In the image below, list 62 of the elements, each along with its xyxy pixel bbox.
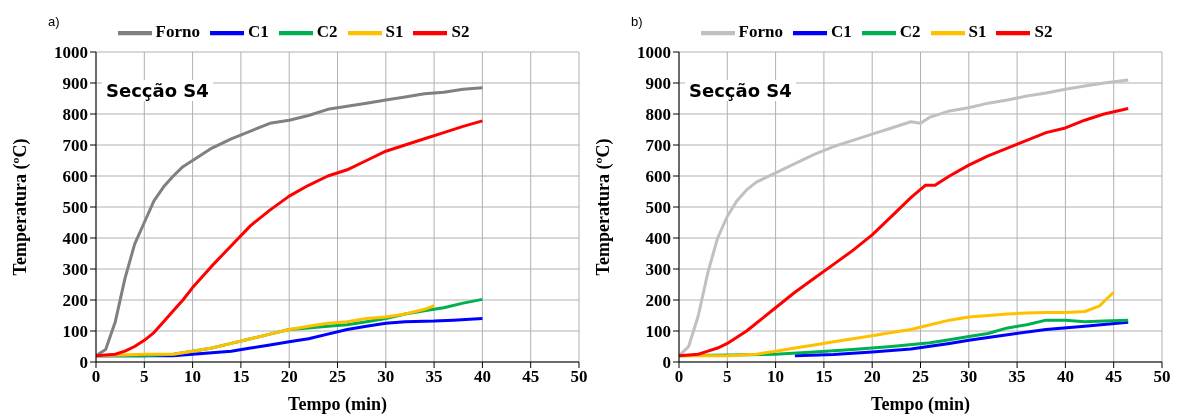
x-tick-label: 40: [1056, 367, 1074, 387]
x-tick-label: 25: [329, 367, 346, 387]
x-tick-label: 10: [184, 367, 202, 387]
x-tick-label: 20: [863, 367, 881, 387]
annotation: Secção S4: [102, 80, 213, 101]
legend-label: Forno: [738, 21, 783, 41]
x-tick-label: 0: [674, 367, 684, 387]
chart-title: a): [48, 14, 60, 29]
x-tick-label: 30: [377, 367, 395, 387]
y-tick-label: 400: [62, 229, 88, 249]
y-tick-label: 800: [645, 105, 671, 125]
y-tick-label: 600: [62, 167, 88, 187]
y-tick-label: 300: [62, 260, 88, 280]
y-tick-label: 500: [62, 198, 88, 218]
y-tick-label: 800: [62, 105, 88, 125]
x-tick-label: 0: [91, 367, 101, 387]
y-tick-label: 700: [645, 136, 671, 156]
y-tick-label: 600: [645, 167, 671, 187]
y-tick-label: 200: [645, 291, 671, 311]
annotation: Secção S4: [685, 80, 796, 101]
x-tick-label: 5: [140, 367, 149, 387]
x-tick-label: 5: [723, 367, 732, 387]
y-tick-label: 100: [62, 322, 88, 342]
x-axis-title: Tempo (min): [871, 394, 970, 415]
x-tick-label: 20: [280, 367, 298, 387]
x-axis-title: Tempo (min): [288, 394, 387, 415]
x-tick-label: 30: [960, 367, 978, 387]
y-tick-label: 300: [645, 260, 671, 280]
y-tick-label: 500: [645, 198, 671, 218]
x-tick-label: 40: [473, 367, 491, 387]
x-tick-label: 50: [570, 367, 588, 387]
y-tick-label: 1000: [54, 43, 88, 63]
y-axis-title: Temperatura (ºC): [10, 138, 32, 276]
legend-label: S2: [451, 21, 470, 41]
x-tick-label: 35: [1008, 367, 1026, 387]
y-tick-label: 900: [645, 74, 671, 94]
y-axis-title: Temperatura (ºC): [593, 138, 615, 276]
x-tick-label: 45: [1105, 367, 1123, 387]
y-tick-label: 200: [62, 291, 88, 311]
y-tick-label: 900: [62, 74, 88, 94]
y-tick-label: 400: [645, 229, 671, 249]
y-tick-label: 0: [79, 353, 88, 373]
x-tick-label: 45: [522, 367, 540, 387]
legend-label: S2: [1034, 21, 1053, 41]
legend-label: S1: [385, 21, 404, 41]
x-tick-label: 25: [912, 367, 929, 387]
legend-label: C2: [899, 21, 921, 41]
x-tick-label: 50: [1153, 367, 1171, 387]
legend-label: S1: [968, 21, 987, 41]
x-tick-label: 35: [425, 367, 443, 387]
x-tick-label: 10: [767, 367, 785, 387]
legend-label: Forno: [155, 21, 200, 41]
legend-label: C1: [830, 21, 852, 41]
y-tick-label: 0: [662, 353, 671, 373]
y-tick-label: 100: [645, 322, 671, 342]
legend-label: C1: [247, 21, 269, 41]
chart-title: b): [631, 14, 643, 29]
x-tick-label: 15: [815, 367, 833, 387]
y-tick-label: 1000: [637, 43, 671, 63]
legend-label: C2: [316, 21, 338, 41]
x-tick-label: 15: [232, 367, 250, 387]
y-tick-label: 700: [62, 136, 88, 156]
